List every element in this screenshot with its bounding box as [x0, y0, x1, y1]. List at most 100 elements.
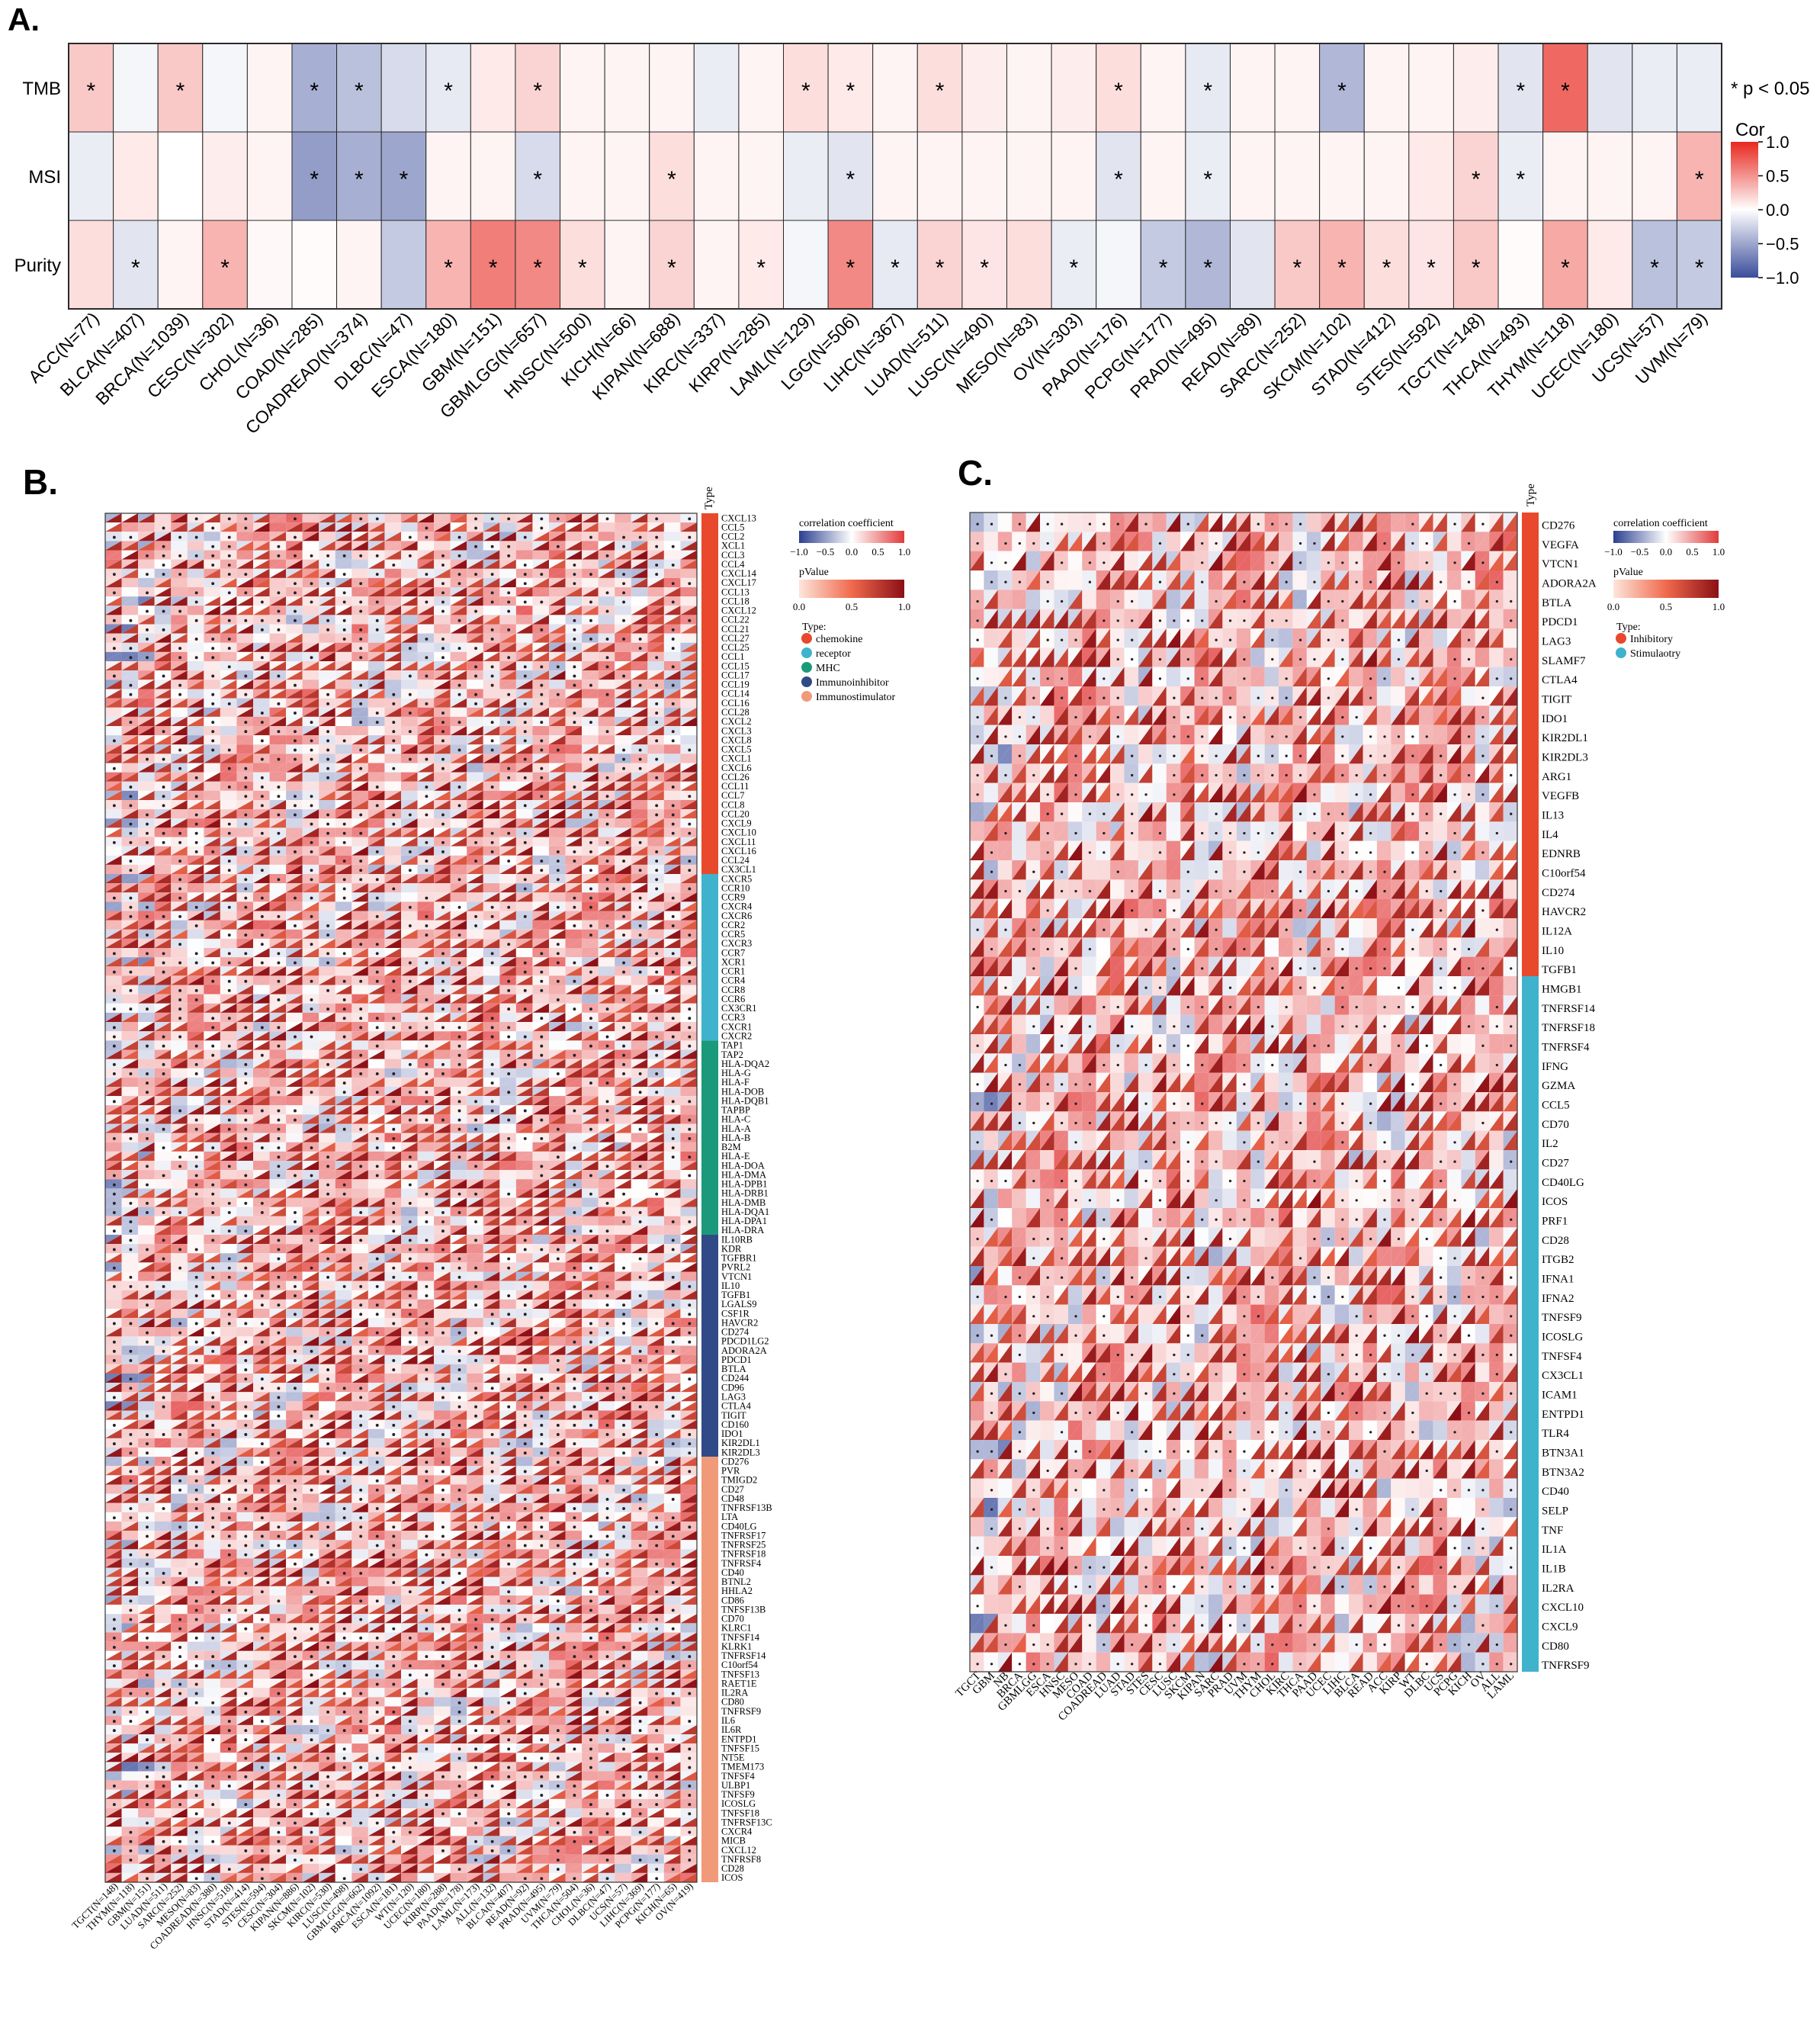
panel-b-cell-p [384, 532, 401, 541]
panel-b-significance-dot [162, 970, 165, 974]
panel-b-cell-cor [253, 559, 270, 569]
panel-b-cell-p [467, 587, 483, 597]
panel-b-significance-dot [392, 692, 396, 696]
panel-b-significance-dot [556, 961, 560, 965]
panel-b-significance-dot [573, 721, 576, 725]
panel-b-significance-dot [655, 878, 659, 882]
panel-b-cell-p [647, 550, 664, 560]
panel-b-cell-p [121, 532, 139, 541]
panel-b-significance-dot [457, 1007, 461, 1011]
panel-b-significance-dot [556, 943, 560, 946]
panel-b-significance-dot [523, 961, 527, 965]
panel-b-cell-p [663, 568, 681, 578]
panel-a-frame [68, 43, 1722, 310]
panel-b-significance-dot [490, 545, 494, 548]
panel-b-cell-p [253, 577, 270, 588]
panel-b-cell-cor [269, 541, 287, 551]
panel-b-significance-dot [392, 1017, 396, 1020]
panel-b-significance-dot [671, 628, 675, 631]
panel-b-cell-p [269, 587, 287, 597]
panel-b-cell-cor [647, 513, 664, 523]
panel-b-cell-cor [549, 513, 566, 523]
panel-b-significance-dot [671, 739, 675, 743]
panel-b-cell-cor [631, 513, 648, 523]
panel-a-cell [961, 131, 1007, 221]
panel-b-cell-cor [121, 513, 139, 523]
panel-a-cell [872, 43, 918, 133]
panel-b-significance-dot [375, 943, 379, 946]
panel-b-significance-dot [326, 822, 330, 826]
panel-b-cell-cor [434, 541, 451, 551]
panel-b-significance-dot [490, 1026, 494, 1030]
panel-b-significance-dot [162, 730, 165, 734]
panel-b-cell-cor [483, 541, 500, 551]
panel-b-cell-p [663, 587, 681, 597]
panel-b-cell-p [401, 587, 418, 597]
panel-a-cell [1140, 131, 1186, 221]
panel-b-significance-dot [441, 757, 445, 761]
panel-b-significance-dot [260, 804, 264, 808]
panel-b-significance-dot [441, 563, 445, 567]
panel-b-significance-dot [425, 795, 429, 798]
panel-b-cell-p [187, 522, 204, 532]
panel-b-significance-dot [260, 961, 264, 965]
panel-b-cell-cor [515, 541, 533, 551]
panel-b-significance-dot [277, 786, 281, 789]
panel-b-significance-dot [375, 896, 379, 900]
panel-b-significance-dot [146, 822, 149, 826]
panel-b-significance-dot [688, 887, 692, 891]
panel-b-significance-dot [507, 517, 511, 521]
panel-b-significance-dot [589, 933, 592, 937]
panel-b-significance-dot [294, 896, 297, 900]
panel-b-significance-dot [540, 600, 544, 604]
panel-a-significance-star: * [355, 79, 364, 104]
panel-a-significance-star: * [1114, 167, 1123, 192]
panel-b-significance-dot [227, 619, 231, 622]
panel-b-cell-p [549, 522, 566, 532]
panel-b-significance-dot [589, 840, 592, 844]
panel-b-significance-dot [457, 905, 461, 909]
panel-b-significance-dot [194, 840, 198, 844]
panel-b-cell-p [631, 550, 648, 560]
panel-b-significance-dot [605, 878, 609, 882]
panel-b-significance-dot [392, 702, 396, 705]
panel-b-cell-p [286, 568, 303, 578]
panel-b-cell-cor [434, 532, 451, 541]
panel-b-significance-dot [260, 943, 264, 946]
panel-b-significance-dot [540, 573, 544, 576]
panel-b-significance-dot [671, 730, 675, 734]
panel-b-significance-dot [359, 860, 363, 863]
panel-b-significance-dot [622, 766, 626, 770]
panel-a-significance-star: * [1114, 79, 1123, 104]
panel-b-significance-dot [227, 869, 231, 872]
panel-b-significance-dot [162, 674, 165, 678]
panel-b-significance-dot [523, 702, 527, 705]
panel-b-cell-cor [319, 568, 335, 578]
panel-b-significance-dot [425, 757, 429, 761]
panel-b-significance-dot [408, 850, 412, 853]
panel-b-cell-cor [121, 550, 139, 560]
panel-a-cell [1319, 131, 1365, 221]
panel-b-cell-p [631, 577, 648, 588]
panel-b-cell-p [121, 587, 139, 597]
panel-b-significance-dot [408, 712, 412, 715]
panel-b-significance-dot [605, 860, 609, 863]
panel-b-significance-dot [441, 952, 445, 956]
panel-b-cell-cor [351, 587, 368, 597]
panel-b-cell-p [286, 559, 303, 569]
panel-b-significance-dot [342, 573, 346, 576]
panel-a-legend-ticks: 1.00.50.0−0.5−1.0 [1758, 133, 1799, 288]
panel-b-significance-dot [359, 683, 363, 687]
panel-b-cell-cor [549, 559, 566, 569]
panel-b-cell-p [631, 513, 648, 523]
panel-b-significance-dot [425, 840, 429, 844]
panel-b-significance-dot [589, 924, 592, 927]
panel-b-significance-dot [244, 850, 248, 853]
panel-b-cell-cor [384, 532, 401, 541]
panel-a-significance-star: * [533, 79, 542, 104]
panel-b-cell-cor [220, 550, 237, 560]
panel-b-significance-dot [490, 840, 494, 844]
panel-b-significance-dot [294, 712, 297, 715]
panel-b-cell-cor [302, 541, 319, 551]
panel-a-significance-star: * [980, 255, 989, 281]
